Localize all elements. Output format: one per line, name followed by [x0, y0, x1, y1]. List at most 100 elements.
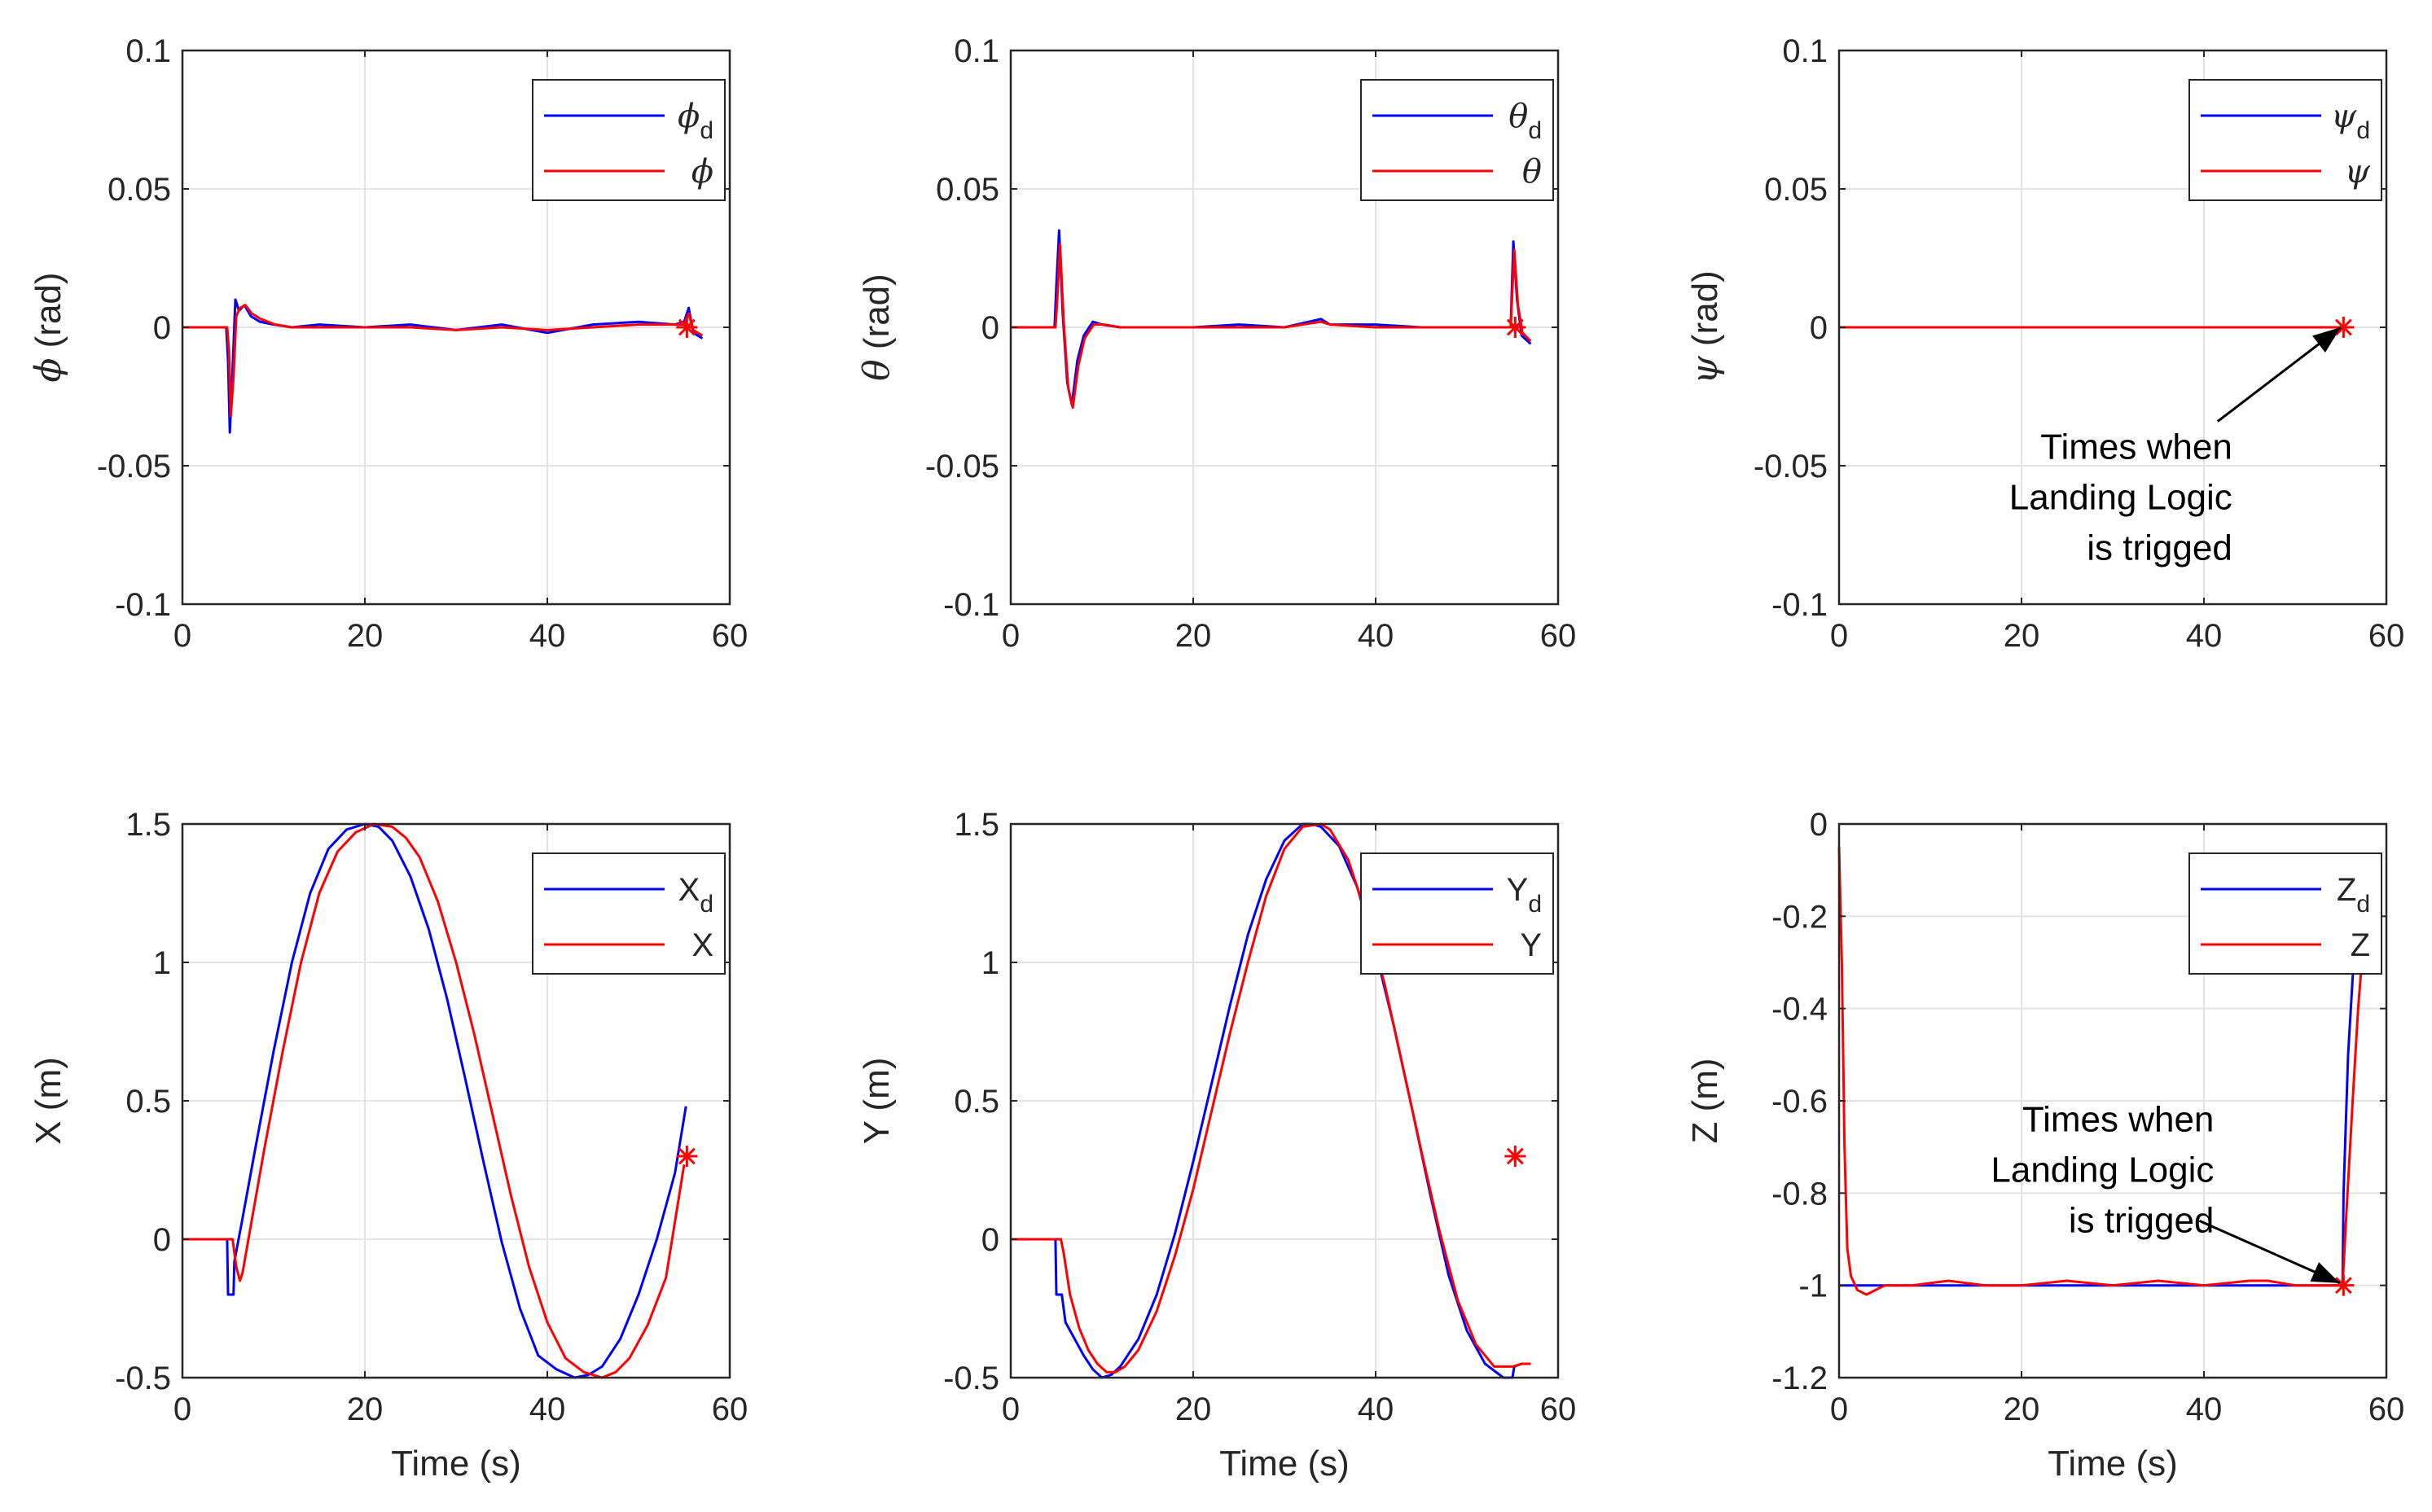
- annotation-line: Times when: [2040, 427, 2232, 467]
- series-actual-line: [182, 304, 704, 418]
- y-tick-label: -0.1: [115, 587, 171, 623]
- x-tick-label: 40: [1358, 618, 1394, 654]
- legend-desired-label: Yd: [1507, 872, 1542, 918]
- legend-actual-label: Z: [2351, 927, 2370, 963]
- legend-box: [532, 79, 726, 201]
- y-tick-label: 1.5: [125, 807, 171, 843]
- annotation-arrowhead: [2312, 327, 2341, 353]
- x-tick-label: 0: [1002, 1391, 1020, 1427]
- x-tick-label: 60: [1540, 618, 1577, 654]
- legend-actual-label: ψ: [2345, 153, 2371, 191]
- x-tick-label: 60: [712, 1391, 748, 1427]
- legend-symbol: θ: [1508, 98, 1528, 135]
- legend: θdθ: [1360, 79, 1554, 201]
- x-tick-label: 0: [1002, 618, 1020, 654]
- x-axis-label: Time (s): [1219, 1444, 1350, 1484]
- x-tick-label: 60: [2368, 1391, 2405, 1427]
- y-axis-label-symbol: X: [29, 1120, 68, 1144]
- y-axis-label-unit: (rad): [1685, 270, 1725, 356]
- y-axis-label: θ (rad): [856, 274, 898, 381]
- y-tick-label: -0.5: [943, 1361, 999, 1396]
- landing-marker: [1504, 317, 1526, 338]
- y-axis-label-unit: (m): [857, 1058, 897, 1121]
- legend-subscript: d: [700, 891, 713, 918]
- y-tick-label: 0.1: [1782, 33, 1828, 69]
- legend-symbol: ψ: [2331, 98, 2357, 135]
- legend-symbol: X: [678, 872, 700, 908]
- x-axis-label: Time (s): [391, 1444, 521, 1484]
- y-tick-label: 0.05: [108, 172, 171, 208]
- marker-stroke: [678, 1147, 696, 1165]
- y-tick-label: 0: [981, 310, 999, 346]
- legend: ψdψ: [2188, 79, 2382, 201]
- y-tick-label: -0.5: [115, 1361, 171, 1396]
- legend-symbol: Y: [1520, 927, 1542, 963]
- y-axis-label-unit: (rad): [857, 274, 897, 359]
- legend-symbol: θ: [1522, 153, 1542, 191]
- annotation: Times when Landing Logic is trigged: [1991, 1099, 2341, 1285]
- legend-desired-label: θd: [1508, 98, 1542, 144]
- y-tick-label: 0: [1810, 310, 1828, 346]
- y-tick-label: -1.2: [1771, 1361, 1828, 1396]
- legend-subscript: d: [1528, 117, 1542, 144]
- x-tick-label: 20: [2004, 618, 2040, 654]
- y-axis-label-unit: (m): [29, 1057, 68, 1120]
- x-tick-label: 0: [1830, 618, 1848, 654]
- x-tick-label: 60: [1540, 1391, 1577, 1427]
- legend: ZdZ: [2188, 852, 2382, 975]
- annotation-line: is trigged: [2069, 1200, 2215, 1240]
- y-axis-label-symbol: Y: [857, 1120, 897, 1144]
- y-axis-label-unit: (m): [1685, 1058, 1725, 1121]
- y-tick-label: 0.5: [954, 1084, 999, 1120]
- x-tick-label: 40: [2186, 1391, 2223, 1427]
- marker-stroke: [1506, 318, 1524, 336]
- x-tick-label: 20: [2004, 1391, 2040, 1427]
- legend-symbol: Z: [2337, 872, 2356, 908]
- x-tick-label: 40: [2186, 618, 2223, 654]
- y-tick-label: -0.4: [1771, 992, 1828, 1028]
- y-tick-label: 0: [153, 310, 171, 346]
- y-tick-label: 1: [153, 945, 171, 981]
- legend-symbol: ϕ: [678, 98, 700, 135]
- legend-desired-label: Xd: [678, 872, 713, 918]
- landing-marker: [2333, 1274, 2355, 1296]
- legend-symbol: Y: [1507, 872, 1529, 908]
- legend-subscript: d: [700, 117, 713, 144]
- series-actual-line: [1011, 243, 1532, 410]
- y-tick-label: -0.05: [1754, 449, 1828, 484]
- legend-box: [2188, 79, 2382, 201]
- legend: YdY: [1360, 852, 1554, 975]
- legend: XdX: [532, 852, 726, 975]
- annotation-line: is trigged: [2087, 528, 2232, 568]
- series-actual-line: [1011, 822, 1531, 1374]
- legend-actual-label: θ: [1522, 153, 1542, 191]
- annotation-line: Times when: [2022, 1099, 2215, 1139]
- landing-marker: [2333, 317, 2355, 338]
- legend-desired-label: Zd: [2337, 872, 2370, 918]
- marker-stroke: [2334, 318, 2352, 336]
- y-axis-label-symbol: θ: [856, 359, 898, 381]
- legend: ϕdϕ: [532, 79, 726, 201]
- series-desired-line: [182, 822, 687, 1379]
- annotation-line: Landing Logic: [1991, 1150, 2214, 1190]
- x-tick-label: 0: [1830, 1391, 1848, 1427]
- x-tick-label: 60: [2368, 618, 2405, 654]
- y-axis-label: ϕ (rad): [28, 272, 69, 382]
- x-tick-label: 40: [529, 618, 566, 654]
- y-axis-label: X (m): [29, 1057, 68, 1145]
- y-tick-label: 1: [981, 945, 999, 981]
- y-tick-label: -0.2: [1771, 899, 1828, 935]
- y-tick-label: 0: [153, 1222, 171, 1258]
- subplot-y: 0 20 40 60-0.500.511.5Y (m)Time (s)YdY: [857, 807, 1576, 1484]
- legend-subscript: d: [1528, 891, 1542, 918]
- annotation: Times when Landing Logic is trigged: [2009, 326, 2342, 568]
- y-axis-label-symbol: Z: [1685, 1122, 1725, 1144]
- y-axis-label: Z (m): [1685, 1058, 1725, 1143]
- marker-stroke: [678, 318, 696, 336]
- subplot-x: 0 20 40 60-0.500.511.5X (m)Time (s)XdX: [29, 807, 748, 1484]
- y-tick-label: 1.5: [954, 807, 999, 843]
- y-axis-label-symbol: ψ: [1684, 356, 1726, 384]
